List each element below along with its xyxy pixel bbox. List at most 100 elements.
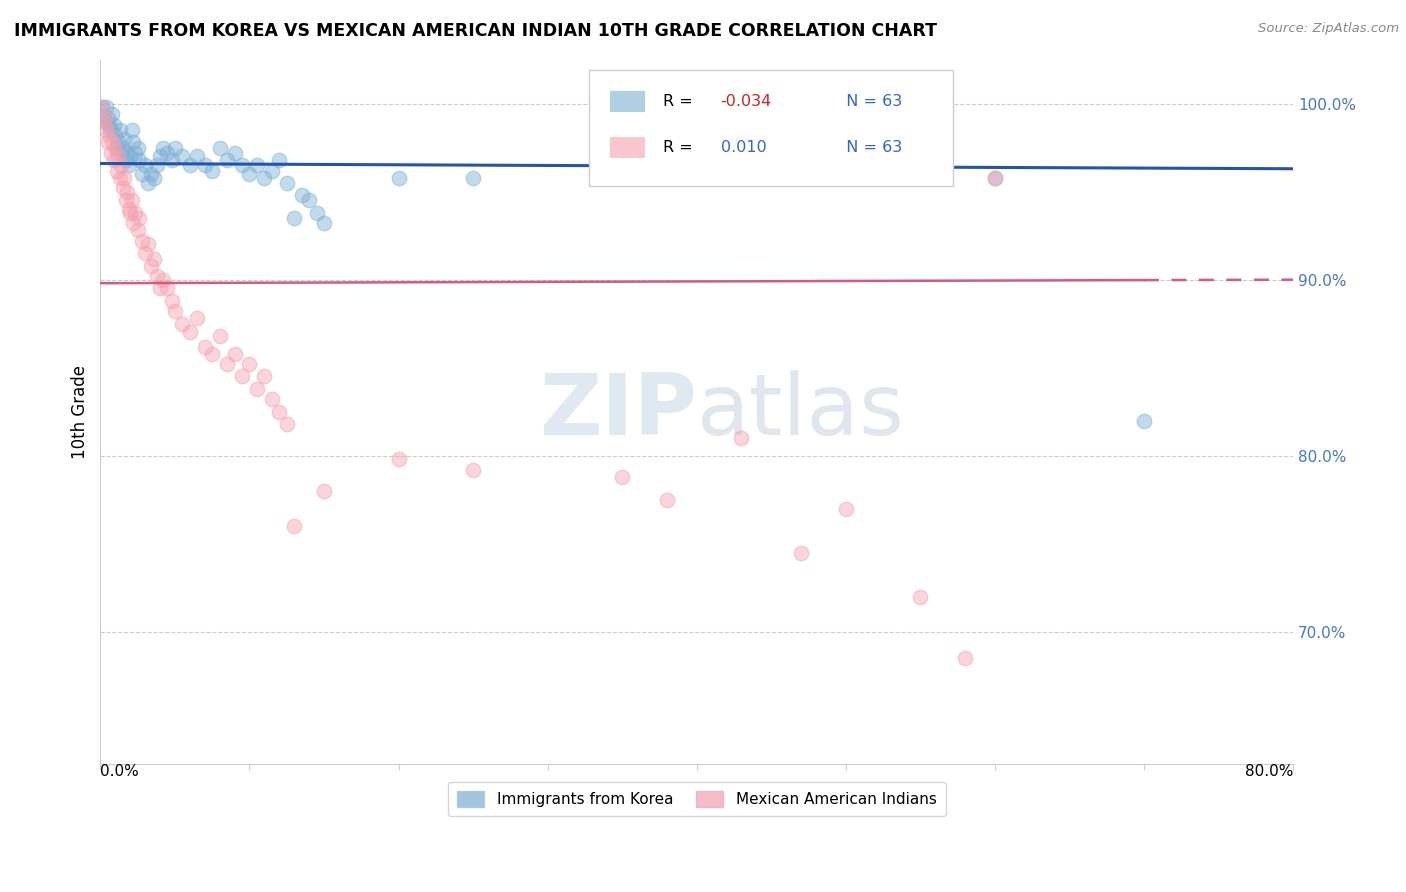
Point bbox=[122, 136, 145, 150]
Point bbox=[208, 141, 231, 155]
Point bbox=[104, 141, 127, 155]
Point bbox=[246, 382, 269, 396]
Point bbox=[276, 417, 298, 431]
Point bbox=[269, 405, 291, 419]
Point bbox=[163, 304, 186, 318]
Point bbox=[201, 346, 224, 360]
Point bbox=[298, 194, 321, 208]
Point bbox=[136, 176, 159, 190]
Point bbox=[186, 149, 208, 163]
Point bbox=[984, 170, 1007, 185]
Point bbox=[283, 211, 305, 225]
Text: IMMIGRANTS FROM KOREA VS MEXICAN AMERICAN INDIAN 10TH GRADE CORRELATION CHART: IMMIGRANTS FROM KOREA VS MEXICAN AMERICA… bbox=[14, 22, 936, 40]
Point bbox=[910, 590, 932, 604]
Point bbox=[790, 545, 813, 559]
Point bbox=[156, 145, 179, 160]
Point bbox=[208, 329, 231, 343]
Point bbox=[984, 170, 1007, 185]
Point bbox=[146, 158, 169, 172]
Point bbox=[179, 326, 201, 340]
Text: N = 63: N = 63 bbox=[837, 140, 903, 155]
Point bbox=[291, 188, 314, 202]
Point bbox=[103, 153, 125, 167]
Point bbox=[131, 234, 153, 248]
Point bbox=[152, 273, 174, 287]
Point bbox=[152, 141, 174, 155]
Point bbox=[118, 202, 141, 217]
Text: ZIP: ZIP bbox=[538, 370, 696, 453]
Point bbox=[835, 501, 858, 516]
Point bbox=[94, 114, 117, 128]
Point bbox=[179, 158, 201, 172]
Point bbox=[231, 369, 253, 384]
Point bbox=[120, 206, 142, 220]
Text: -0.034: -0.034 bbox=[720, 95, 772, 110]
Point bbox=[201, 163, 224, 178]
Point bbox=[685, 170, 707, 185]
Point bbox=[127, 141, 149, 155]
Point bbox=[90, 100, 112, 114]
Point bbox=[134, 158, 156, 172]
Point bbox=[107, 136, 129, 150]
Point bbox=[100, 145, 122, 160]
Point bbox=[730, 431, 752, 445]
Point bbox=[108, 170, 131, 185]
Point bbox=[107, 149, 129, 163]
Point bbox=[90, 100, 112, 114]
Point bbox=[231, 158, 253, 172]
Point bbox=[127, 223, 149, 237]
Point bbox=[98, 128, 121, 143]
Point bbox=[103, 118, 125, 132]
Text: 80.0%: 80.0% bbox=[1244, 764, 1294, 779]
Point bbox=[121, 194, 143, 208]
Point bbox=[97, 111, 120, 125]
Point bbox=[276, 176, 298, 190]
Point bbox=[610, 167, 633, 181]
Point bbox=[387, 170, 409, 185]
Point bbox=[253, 170, 276, 185]
Text: R =: R = bbox=[664, 95, 699, 110]
Point bbox=[172, 317, 194, 331]
Point bbox=[108, 123, 131, 137]
Point bbox=[114, 153, 136, 167]
Point bbox=[953, 651, 976, 665]
Point bbox=[115, 185, 138, 199]
Point bbox=[105, 141, 128, 155]
Point bbox=[186, 311, 208, 326]
Point bbox=[118, 158, 141, 172]
Point bbox=[91, 114, 114, 128]
Point bbox=[128, 153, 150, 167]
Point bbox=[224, 145, 246, 160]
Point bbox=[215, 153, 238, 167]
Point bbox=[260, 392, 283, 407]
Point bbox=[610, 470, 633, 484]
Point bbox=[100, 123, 122, 137]
Point bbox=[163, 141, 186, 155]
Point bbox=[146, 269, 169, 284]
Point bbox=[246, 158, 269, 172]
Point bbox=[461, 463, 484, 477]
Text: 0.0%: 0.0% bbox=[100, 764, 139, 779]
Point bbox=[260, 163, 283, 178]
Point bbox=[149, 281, 172, 295]
Point bbox=[136, 237, 159, 252]
Point bbox=[149, 149, 172, 163]
Point bbox=[194, 158, 217, 172]
Point bbox=[312, 216, 335, 230]
Point bbox=[238, 167, 260, 181]
Point bbox=[111, 141, 134, 155]
Point bbox=[128, 211, 150, 225]
Point bbox=[134, 246, 156, 260]
Y-axis label: 10th Grade: 10th Grade bbox=[72, 365, 89, 458]
Text: R =: R = bbox=[664, 140, 699, 155]
Point bbox=[97, 136, 120, 150]
Point bbox=[91, 109, 114, 123]
Point bbox=[131, 167, 153, 181]
Point bbox=[139, 167, 162, 181]
FancyBboxPatch shape bbox=[589, 70, 953, 186]
Point bbox=[143, 252, 166, 266]
Point bbox=[139, 259, 162, 273]
Point bbox=[224, 346, 246, 360]
Point bbox=[283, 519, 305, 533]
Point bbox=[96, 123, 118, 137]
